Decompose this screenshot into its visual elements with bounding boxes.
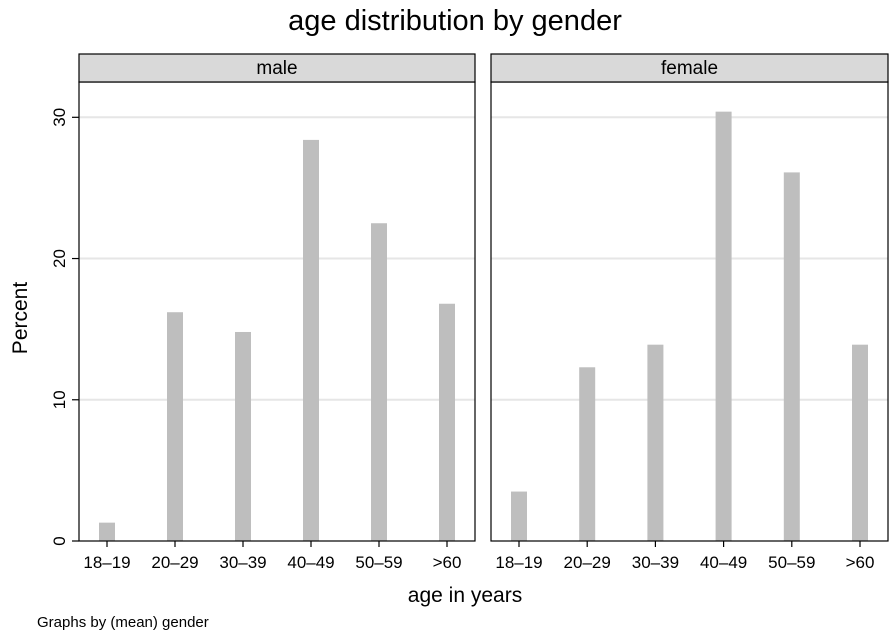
- bar-male-2: [235, 331, 251, 541]
- strip-label-male: male: [256, 58, 297, 79]
- bar-female-4: [783, 172, 800, 541]
- y-tick-label: 10: [50, 390, 69, 409]
- chart-title: age distribution by gender: [288, 5, 622, 37]
- x-tick-label: 50–59: [355, 553, 402, 572]
- x-tick-label: 30–39: [219, 553, 266, 572]
- plot-background: [491, 82, 888, 541]
- strip-label-female: female: [661, 58, 718, 79]
- y-axis-label: Percent: [9, 282, 32, 355]
- panel-female: female 18–19 20–29 30–39 40–49 50–59 >60: [490, 53, 889, 572]
- bar-female-2: [647, 344, 664, 541]
- panel-male: male 18–19 20–29 30–39 40–49 50–59 >60 0 10 20 30: [50, 53, 476, 572]
- x-tick-label: 20–29: [151, 553, 198, 572]
- x-tick-label: 18–19: [495, 553, 542, 572]
- x-tick-label: 20–29: [564, 553, 611, 572]
- plot-background: [79, 82, 475, 541]
- x-axis-label: age in years: [408, 584, 522, 607]
- strip-header: [78, 53, 476, 83]
- bar-male-1: [167, 312, 183, 541]
- x-tick-label: 18–19: [83, 553, 130, 572]
- bar-male-4: [371, 223, 387, 541]
- strip-header: [490, 53, 889, 83]
- x-tick-label: 40–49: [287, 553, 334, 572]
- y-tick-label: 30: [50, 108, 69, 127]
- x-tick-label: 30–39: [632, 553, 679, 572]
- bar-female-0: [511, 491, 527, 541]
- x-tick-label: >60: [433, 553, 462, 572]
- by-note: Graphs by (mean) gender: [37, 614, 209, 631]
- bar-female-3: [715, 111, 732, 542]
- bar-female-5: [852, 344, 868, 541]
- y-tick-label: 0: [50, 536, 69, 545]
- panels-group: male 18–19 20–29 30–39 40–49 50–59 >60 0 10 20 30 f…: [50, 53, 889, 572]
- bar-male-3: [303, 139, 319, 542]
- bar-male-0: [99, 522, 115, 541]
- x-tick-label: 50–59: [768, 553, 815, 572]
- bar-male-5: [439, 303, 455, 541]
- bar-female-1: [579, 367, 596, 541]
- x-tick-label: >60: [846, 553, 875, 572]
- y-tick-label: 20: [50, 249, 69, 268]
- x-tick-label: 40–49: [700, 553, 747, 572]
